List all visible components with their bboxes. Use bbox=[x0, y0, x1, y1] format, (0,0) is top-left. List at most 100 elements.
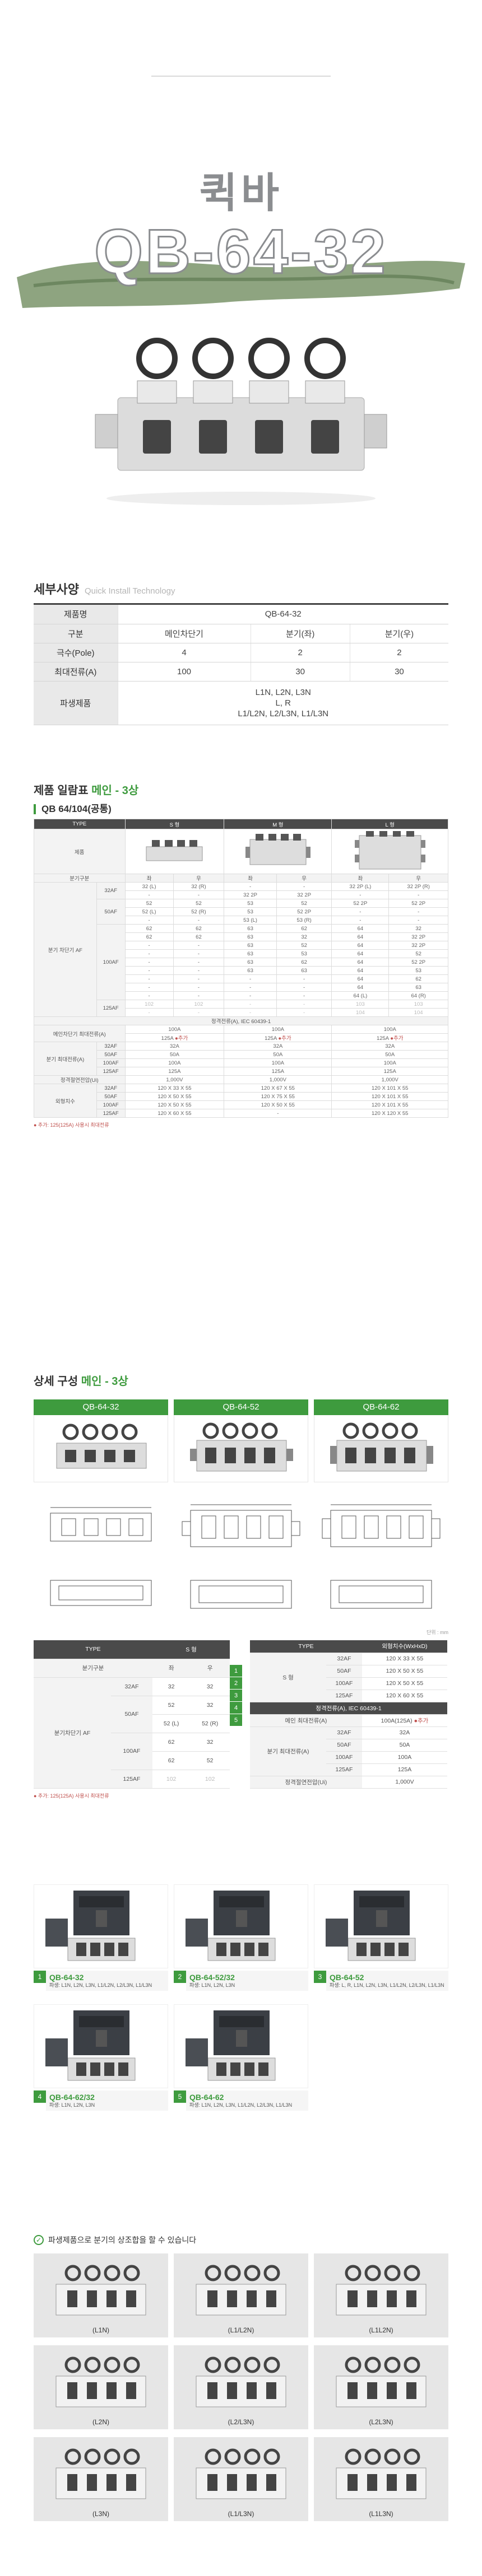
dt-right: 우 bbox=[190, 1659, 230, 1678]
table-cell: 125A bbox=[224, 1067, 332, 1076]
dt-branch-label: 분기구분 bbox=[34, 1659, 152, 1678]
table-cell: 102 bbox=[152, 1770, 191, 1789]
combo-item: (L1N) bbox=[34, 2253, 168, 2337]
table-cell: - bbox=[173, 991, 225, 1000]
row-number-badge: 5 bbox=[230, 1714, 242, 1726]
table-cell: 64 bbox=[331, 941, 390, 950]
table-cell: 62 bbox=[152, 1751, 191, 1770]
variant-name: QB-64-62/32 bbox=[49, 2093, 95, 2102]
table-cell: 120 X 101 X 55 bbox=[331, 1092, 448, 1101]
table-cell: - bbox=[388, 890, 448, 899]
table-row: 100AF 120 X 50 X 55 bbox=[250, 1677, 447, 1690]
spec-value: 분기(좌) bbox=[250, 624, 350, 643]
combo-product-image bbox=[336, 2448, 427, 2499]
variant-desc: 파생: L1N, L2N, L3N, L1/L2N, L2/L3N, L1/L3… bbox=[189, 2102, 293, 2108]
table-cell: 1,000V bbox=[224, 1075, 332, 1084]
table-row: - - - -104 104 bbox=[34, 1008, 448, 1017]
table-cell: 52 bbox=[276, 899, 332, 908]
detail-card: QB-64-62 bbox=[314, 1399, 448, 1482]
combo-product-image bbox=[336, 2265, 427, 2316]
unit-label: 단위 : mm bbox=[426, 1630, 448, 1635]
combo-photo: (L1L2N) bbox=[314, 2253, 448, 2337]
table-cell: 32A bbox=[124, 1042, 225, 1051]
table-cell: 102 bbox=[124, 1000, 174, 1009]
table-cell: - bbox=[173, 916, 225, 925]
table-cell: 62 bbox=[388, 974, 448, 983]
combo-product-image bbox=[55, 2356, 146, 2407]
spec-value: 100 bbox=[117, 662, 251, 682]
variant-desc: 파생: L1N, L2N, L3N, L1/L2N, L2/L3N, L1/L3… bbox=[49, 1982, 152, 1988]
variant-name: QB-64-52 bbox=[330, 1973, 364, 1982]
spec-row: 최대전류(A) 100 30 30 bbox=[34, 662, 448, 682]
variant-text: QB-64-62 파생: L1N, L2N, L3N, L1/L2N, L2/L… bbox=[186, 2090, 308, 2111]
table-cell: 53 bbox=[224, 907, 277, 916]
table-cell: 62 bbox=[124, 932, 174, 941]
branch-col: 우 bbox=[173, 874, 225, 883]
detail-cards: QB-64-32 QB-64-52 QB-64-62 bbox=[34, 1399, 448, 1482]
table-cell: 52 bbox=[124, 899, 174, 908]
detail-left-table: TYPE S 형 분기구분 좌 우 분기차단기 AF 32AF 32 32 50AF 52… bbox=[34, 1640, 230, 1789]
detail-section: 상세 구성 메인 - 3상 QB-64-32 QB-64-52 QB-64-62 bbox=[34, 1372, 448, 1799]
table-cell: 52 bbox=[276, 941, 332, 950]
row-number-badge: 1 bbox=[230, 1665, 242, 1677]
spec-label: 구분 bbox=[34, 624, 118, 643]
table-cell: 32 2P bbox=[276, 890, 332, 899]
table-cell: 32AF bbox=[96, 1042, 126, 1051]
spec-label: 극수(Pole) bbox=[34, 643, 118, 662]
table-cell: - bbox=[124, 916, 174, 925]
variant-photo bbox=[174, 1884, 308, 1968]
combo-label: (L1N) bbox=[92, 2326, 109, 2334]
table-cell: - bbox=[331, 907, 390, 916]
table-cell: 63 bbox=[276, 966, 332, 975]
table-cell: 32 (R) bbox=[173, 882, 225, 891]
spec-rule bbox=[34, 603, 448, 605]
table-cell: - bbox=[276, 882, 332, 891]
table-cell: 63 bbox=[224, 924, 277, 933]
table-cell: 100AF bbox=[111, 1733, 152, 1770]
table-cell: 52 bbox=[173, 899, 225, 908]
table-cell: - bbox=[124, 958, 174, 967]
variant-desc: 파생: L1N, L2N, L3N bbox=[49, 2102, 95, 2108]
table-cell: 120 X 50 X 55 bbox=[124, 1092, 225, 1101]
table-cell: 32 bbox=[190, 1733, 230, 1752]
variant-number: 5 bbox=[174, 2090, 186, 2103]
table-cell: - bbox=[388, 916, 448, 925]
table-cell: 정격절연전압(Ui) bbox=[250, 1776, 362, 1789]
table-cell: 104 bbox=[388, 1008, 448, 1017]
table-cell: 분기 최대전류(A) bbox=[250, 1726, 327, 1776]
table-cell: 103 bbox=[388, 1000, 448, 1009]
table-cell: 63 bbox=[388, 983, 448, 992]
table-cell: 63 bbox=[224, 958, 277, 967]
table-cell: 64 bbox=[331, 932, 390, 941]
mark-text: ●추가 bbox=[414, 1717, 429, 1724]
table-cell: 53 (L) bbox=[224, 916, 277, 925]
table-cell: 64 bbox=[331, 949, 390, 958]
table-cell: 50AF bbox=[111, 1696, 152, 1733]
spec-value-line: L, R bbox=[275, 698, 291, 708]
table-cell: 120 X 75 X 55 bbox=[224, 1092, 332, 1101]
hero-divider bbox=[151, 76, 331, 77]
table-cell: - bbox=[331, 890, 390, 899]
table-row: 125AF 102 102 bbox=[34, 1770, 230, 1789]
table-cell: 120 X 60 X 55 bbox=[362, 1690, 447, 1702]
main-max-value: 125A bbox=[161, 1035, 174, 1042]
spec-value: 메인차단기 bbox=[117, 624, 251, 643]
table-cell: 32 bbox=[190, 1677, 230, 1696]
table-cell: - bbox=[224, 991, 277, 1000]
variant-number: 4 bbox=[34, 2090, 46, 2103]
product-photo bbox=[190, 1422, 293, 1472]
variant-text: QB-64-52 파생: L, R, L1N, L2N, L3N, L1/L2N… bbox=[326, 1971, 448, 1991]
table-row: - - - -64 62 bbox=[34, 974, 448, 983]
table-cell: 63 bbox=[224, 949, 277, 958]
combo-title: ✓ 파생제품으로 분기의 상조합을 할 수 있습니다 bbox=[34, 2234, 448, 2246]
variant-item: 3 QB-64-52 파생: L, R, L1N, L2N, L3N, L1/L… bbox=[314, 1884, 448, 1991]
combo-label: (L2L3N) bbox=[369, 2418, 393, 2426]
table-cell: 125A ●추가 bbox=[224, 1033, 332, 1042]
table-row: 125AF 125A bbox=[250, 1763, 447, 1776]
table-cell: 125A bbox=[331, 1067, 448, 1076]
product-s-image bbox=[124, 829, 225, 874]
table-cell: 53 (R) bbox=[276, 916, 332, 925]
detail-tables: TYPE S 형 분기구분 좌 우 분기차단기 AF 32AF 32 32 50AF 52… bbox=[34, 1640, 448, 1789]
table-cell: 120 X 101 X 55 bbox=[331, 1100, 448, 1109]
